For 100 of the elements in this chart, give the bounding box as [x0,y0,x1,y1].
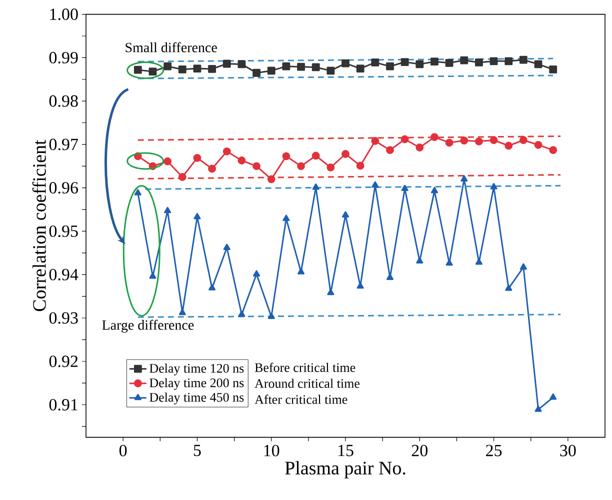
point [282,152,290,160]
point [490,183,498,190]
point [178,308,186,316]
point [460,136,468,144]
point [342,211,350,218]
point [208,164,216,173]
point [534,60,542,68]
x-tick-label: 10 [264,444,280,456]
point [238,156,246,164]
point [253,270,260,277]
x-tick-label: 15 [338,444,354,456]
point [460,56,468,64]
point [267,66,276,75]
point [312,152,320,160]
point [164,206,172,214]
point [400,58,409,66]
y-tick-label: 0.92 [49,356,78,368]
point [297,268,305,274]
point [326,163,335,172]
y-tick-label: 0.93 [49,312,78,324]
point [194,212,201,220]
point [356,162,364,170]
point [193,154,202,162]
point [490,57,498,66]
point [505,284,512,291]
point [475,258,482,265]
annotation: Around critical time [254,378,360,388]
point [252,162,260,170]
point [134,189,142,196]
point [400,135,409,144]
point [252,68,260,77]
point [297,62,305,71]
y-tick-label: 0.98 [49,95,78,107]
point [282,62,290,70]
point [371,137,380,145]
point [238,310,246,317]
point [372,181,379,188]
point [222,147,231,156]
point [356,64,364,72]
point [268,312,275,320]
point [460,175,468,182]
point [342,150,350,158]
point [416,257,424,264]
point [504,142,513,150]
legend-label: Delay time 120 ns [150,364,244,376]
y-tick-label: 0.91 [49,398,78,411]
point [342,59,350,68]
point [238,60,246,68]
point [549,146,558,154]
point [208,284,216,290]
point [267,175,276,184]
point [430,186,438,194]
point [371,58,380,66]
point [519,56,528,64]
point [222,60,231,68]
y-tick-label: 0.97 [49,138,78,150]
point [416,144,424,152]
point [534,406,542,412]
point [445,138,454,147]
point [312,63,320,72]
point [430,133,438,142]
x-tick-label: 0 [119,444,127,456]
y-tick-label: 0.94 [49,268,78,280]
x-axis-title: Plasma pair No. [285,461,406,478]
point [312,183,320,190]
y-axis-title: Correlation coefficient [32,140,46,312]
point [490,136,498,144]
point [134,66,142,74]
point [223,244,230,250]
y-tick-label: 0.95 [49,225,78,237]
point [475,58,483,66]
annotation: After critical time [254,394,348,404]
point [550,393,557,400]
point [386,146,394,154]
legend-label: Delay time 200 ns [150,378,244,390]
point [164,62,172,70]
point [386,274,394,280]
y-tick-label: 0.96 [49,182,78,194]
point [386,62,394,70]
x-tick-label: 25 [486,444,502,456]
y-tick-label: 1.00 [50,8,78,20]
point [193,64,202,72]
point [549,65,558,74]
point [475,137,483,146]
point [520,263,527,270]
legend-label: Delay time 450 ns [150,392,244,404]
y-tick-label: 0.99 [49,52,78,64]
point [519,136,528,144]
point [149,272,156,279]
point [208,65,216,73]
annotation: Large difference [102,320,194,333]
point [282,214,290,221]
point [178,173,186,181]
point [430,58,438,66]
point [504,57,513,66]
point [297,162,305,170]
point [148,68,157,76]
point [326,66,335,75]
point [416,60,424,68]
annotation: Small difference [126,42,217,52]
